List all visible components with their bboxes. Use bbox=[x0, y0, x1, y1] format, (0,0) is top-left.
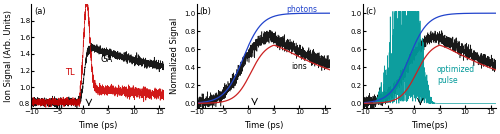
Text: photons: photons bbox=[286, 5, 318, 14]
Text: ions: ions bbox=[292, 62, 308, 71]
Text: TL: TL bbox=[64, 68, 74, 77]
X-axis label: Time(ps): Time(ps) bbox=[411, 121, 448, 130]
X-axis label: Time (ps): Time (ps) bbox=[78, 121, 118, 130]
Text: (b): (b) bbox=[200, 7, 211, 16]
Y-axis label: Ion Signal (Arb. Units): Ion Signal (Arb. Units) bbox=[4, 10, 13, 102]
X-axis label: Time (ps): Time (ps) bbox=[244, 121, 284, 130]
Text: GA: GA bbox=[100, 55, 112, 64]
Text: (a): (a) bbox=[34, 7, 46, 16]
Y-axis label: Normalized Signal: Normalized Signal bbox=[170, 18, 179, 94]
Text: (c): (c) bbox=[366, 7, 376, 16]
Text: optimized
pulse: optimized pulse bbox=[437, 66, 475, 85]
